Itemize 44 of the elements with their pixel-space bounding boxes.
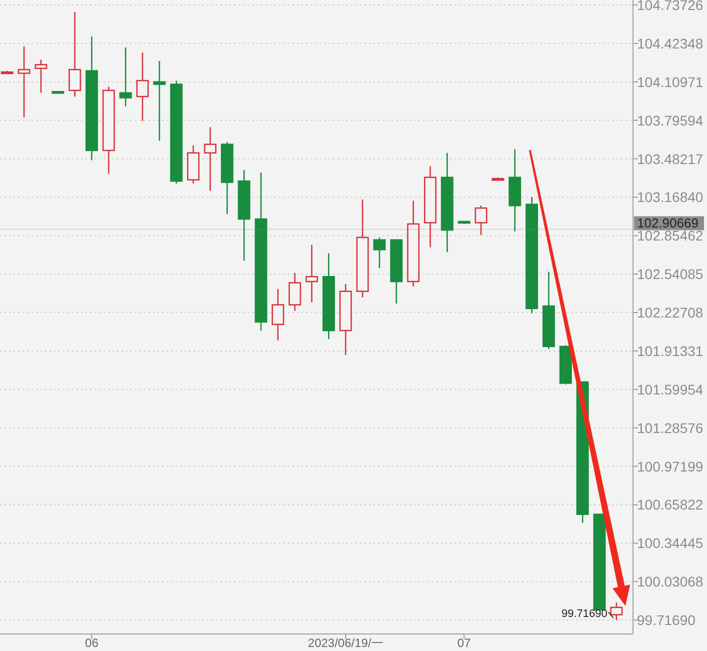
candlestick (68, 11, 82, 98)
x-tick-label: 07 (457, 636, 472, 650)
candlestick (102, 86, 115, 174)
candlestick (526, 196, 538, 314)
ref-line-label: 102.90669 (637, 215, 698, 230)
y-tick-label: 104.73726 (637, 0, 704, 13)
y-tick-label: 102.85462 (637, 228, 704, 244)
y-tick-label: 100.34445 (637, 535, 704, 552)
x-tick-label: 2023/06/19/一 (308, 636, 384, 650)
candlestick (288, 272, 302, 312)
candlestick (187, 144, 200, 184)
candlestick (440, 152, 454, 253)
y-tick-label: 101.28576 (637, 420, 704, 436)
y-tick-label: 100.97199 (637, 458, 704, 474)
candlestick (542, 271, 555, 350)
candlestick (424, 166, 436, 248)
candlestick (170, 80, 183, 184)
y-tick-label: 104.10971 (637, 74, 704, 90)
candlestick (86, 36, 98, 161)
candlestick (52, 90, 64, 94)
y-tick-label: 100.03068 (637, 574, 704, 590)
candlestick (18, 46, 30, 118)
x-tick-label: 06 (85, 636, 99, 650)
candlestick (306, 244, 318, 304)
candlestick (204, 126, 216, 192)
candlestick (322, 252, 335, 340)
annotation: 99.71690 (562, 608, 608, 620)
candlestick (136, 52, 149, 122)
y-tick-label: 103.48217 (637, 150, 704, 167)
y-tick-label: 101.59954 (637, 381, 704, 398)
y-tick-label: 103.16840 (637, 189, 704, 206)
candlestick (339, 283, 352, 356)
y-tick-label: 102.22708 (637, 304, 704, 321)
candlestick (407, 200, 420, 288)
y-tick-label: 102.54085 (637, 266, 704, 282)
y-tick-label: 104.42348 (637, 35, 704, 52)
y-tick-label: 99.71690 (637, 612, 696, 628)
candlestick (508, 148, 522, 232)
candlestick (238, 169, 250, 262)
candlestick (272, 288, 284, 341)
y-tick-label: 101.91331 (637, 342, 704, 359)
y-tick-label: 103.79594 (637, 112, 704, 128)
candlestick (153, 60, 166, 142)
y-tick-label: 100.65822 (637, 496, 704, 513)
